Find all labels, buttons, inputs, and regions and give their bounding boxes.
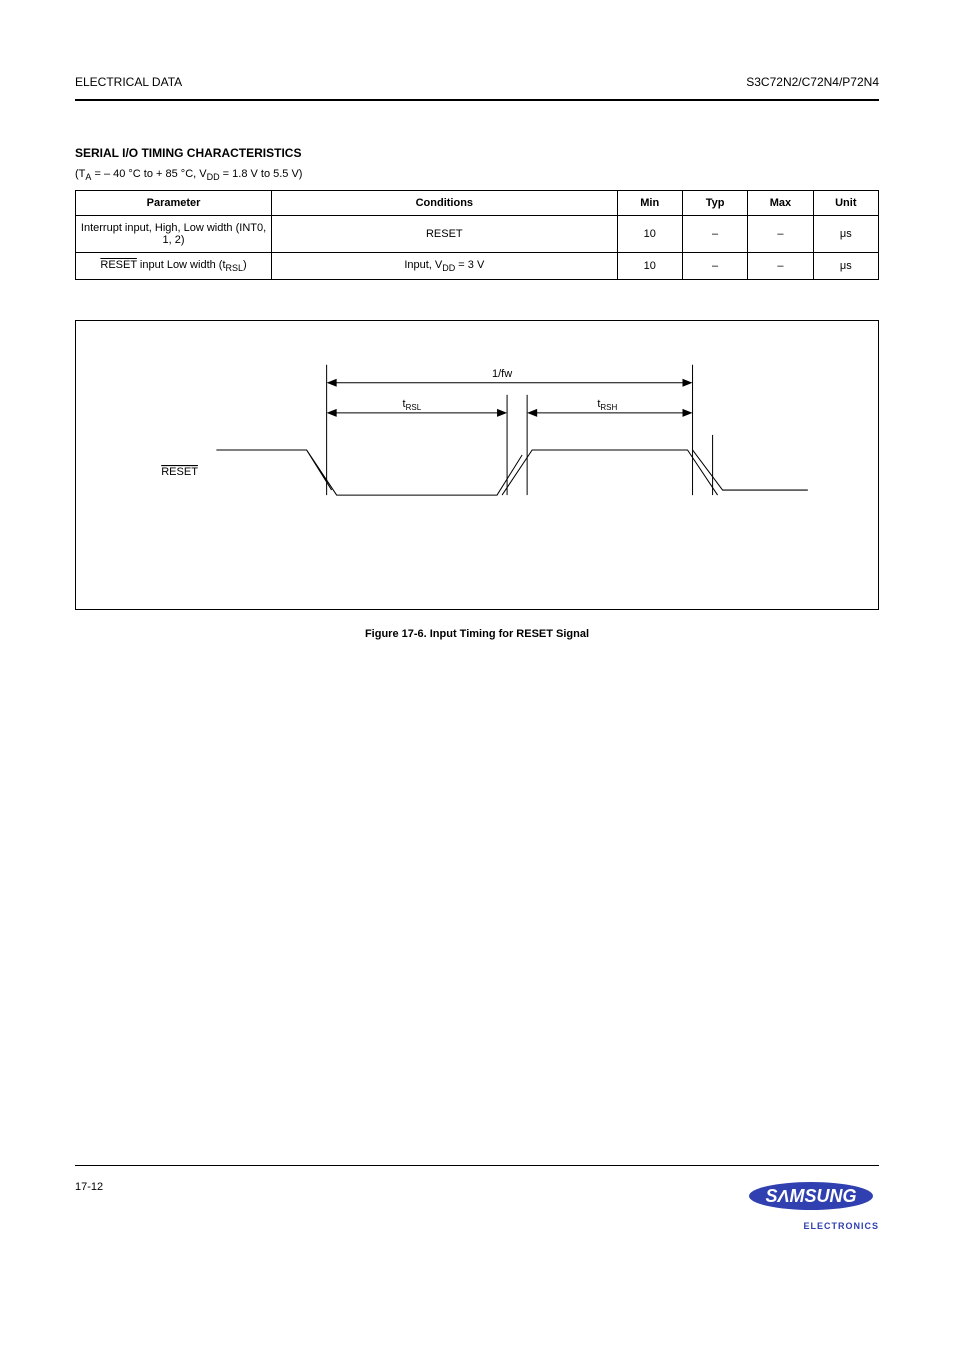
table-row: Interrupt input, High, Low width (INT0, … xyxy=(76,216,879,253)
arrow-top-right xyxy=(683,379,693,387)
table-header-row: Parameter Conditions Min Typ Max Unit xyxy=(76,191,879,216)
samsung-text: SΛMSUNG xyxy=(765,1186,856,1206)
td-unit-1: μs xyxy=(813,253,878,280)
table-body: Interrupt input, High, Low width (INT0, … xyxy=(76,216,879,280)
logo-block: SΛMSUNG ELECTRONICS xyxy=(749,1180,879,1231)
timing-diagram: 1/fw tRSL tRSH RESET xyxy=(76,321,878,609)
label-trsh: tRSH xyxy=(597,398,617,412)
param-text-0: Interrupt input, High, Low width (INT0, … xyxy=(81,222,266,246)
cond-text-1: Input, V xyxy=(404,259,442,271)
td-unit-0: μs xyxy=(813,216,878,253)
th-min: Min xyxy=(617,191,682,216)
td-typ-1: – xyxy=(682,253,747,280)
arrow-low-right xyxy=(497,409,507,417)
arrow-high-left xyxy=(527,409,537,417)
conditions-suffix: = 1.8 V to 5.5 V) xyxy=(220,168,303,180)
section-title: SERIAL I/O TIMING CHARACTERISTICS xyxy=(0,101,954,168)
arrow-top-left xyxy=(327,379,337,387)
arrow-low-left xyxy=(327,409,337,417)
td-typ-0: – xyxy=(682,216,747,253)
td-cond-0: RESET xyxy=(272,216,617,253)
table-row: RESET input Low width (tRSL) Input, VDD … xyxy=(76,253,879,280)
td-param-1: RESET input Low width (tRSL) xyxy=(76,253,272,280)
th-max: Max xyxy=(748,191,813,216)
param-prefix-1: RESET xyxy=(100,259,136,271)
page-number: 17-12 xyxy=(75,1181,103,1193)
conditions-mid: = – 40 °C to + 85 °C, V xyxy=(91,168,206,180)
samsung-logo: SΛMSUNG xyxy=(749,1180,879,1212)
th-unit: Unit xyxy=(813,191,878,216)
electronics-text: ELECTRONICS xyxy=(749,1221,879,1231)
arrow-high-right xyxy=(683,409,693,417)
param-text-1: input Low width (t xyxy=(137,259,226,271)
td-max-1: – xyxy=(748,253,813,280)
test-conditions: (TA = – 40 °C to + 85 °C, VDD = 1.8 V to… xyxy=(0,168,954,190)
th-parameter: Parameter xyxy=(76,191,272,216)
td-param-0: Interrupt input, High, Low width (INT0, … xyxy=(76,216,272,253)
header-left-text: ELECTRICAL DATA xyxy=(75,75,182,89)
characteristics-table: Parameter Conditions Min Typ Max Unit In… xyxy=(75,190,879,280)
figure-caption: Figure 17-6. Input Timing for RESET Sign… xyxy=(0,610,954,660)
waveform-path xyxy=(216,450,807,495)
param-sub-1: RSL xyxy=(226,263,244,273)
table-head: Parameter Conditions Min Typ Max Unit xyxy=(76,191,879,216)
conditions-sub-dd: DD xyxy=(207,172,220,182)
footer-rule xyxy=(75,1165,879,1166)
cond-text-0: RESET xyxy=(426,228,463,240)
conditions-prefix: (T xyxy=(75,168,85,180)
td-min-1: 10 xyxy=(617,253,682,280)
param-suffix-1: ) xyxy=(243,259,247,271)
th-typ: Typ xyxy=(682,191,747,216)
td-cond-1: Input, VDD = 3 V xyxy=(272,253,617,280)
td-min-0: 10 xyxy=(617,216,682,253)
td-max-0: – xyxy=(748,216,813,253)
figure-container: 1/fw tRSL tRSH RESET xyxy=(75,320,879,610)
signal-label: RESET xyxy=(161,466,198,478)
th-conditions: Conditions xyxy=(272,191,617,216)
cond-sub-1: DD xyxy=(442,263,455,273)
label-1fw: 1/fw xyxy=(492,368,512,380)
cond-suffix-1: = 3 V xyxy=(455,259,484,271)
page-header: ELECTRICAL DATA S3C72N2/C72N4/P72N4 xyxy=(0,0,954,99)
label-trsl: tRSL xyxy=(403,398,422,412)
header-right-text: S3C72N2/C72N4/P72N4 xyxy=(746,75,879,89)
